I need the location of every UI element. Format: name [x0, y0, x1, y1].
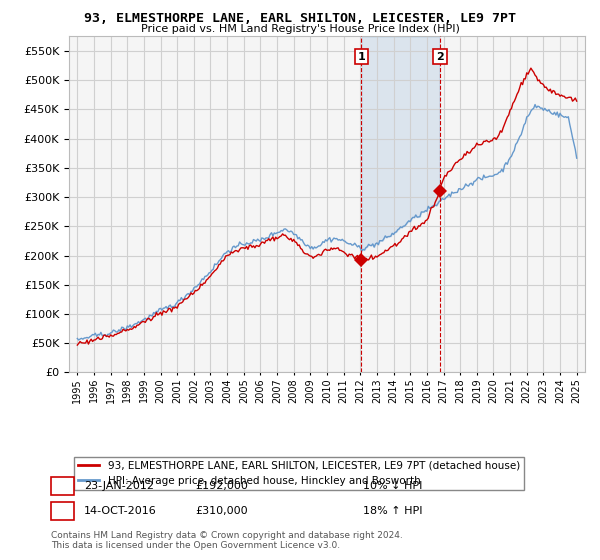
Text: £310,000: £310,000 [195, 506, 248, 516]
Text: 1: 1 [358, 52, 365, 62]
Text: 23-JAN-2012: 23-JAN-2012 [84, 481, 154, 491]
Text: 1: 1 [59, 481, 66, 491]
Legend: 93, ELMESTHORPE LANE, EARL SHILTON, LEICESTER, LE9 7PT (detached house), HPI: Av: 93, ELMESTHORPE LANE, EARL SHILTON, LEIC… [74, 456, 524, 490]
Text: £192,000: £192,000 [195, 481, 248, 491]
Text: 93, ELMESTHORPE LANE, EARL SHILTON, LEICESTER, LE9 7PT: 93, ELMESTHORPE LANE, EARL SHILTON, LEIC… [84, 12, 516, 25]
Text: 2: 2 [436, 52, 444, 62]
Text: 18% ↑ HPI: 18% ↑ HPI [363, 506, 422, 516]
Text: 10% ↓ HPI: 10% ↓ HPI [363, 481, 422, 491]
Text: 2: 2 [59, 506, 66, 516]
Text: Contains HM Land Registry data © Crown copyright and database right 2024.
This d: Contains HM Land Registry data © Crown c… [51, 531, 403, 550]
Text: Price paid vs. HM Land Registry's House Price Index (HPI): Price paid vs. HM Land Registry's House … [140, 24, 460, 34]
Text: 14-OCT-2016: 14-OCT-2016 [84, 506, 157, 516]
